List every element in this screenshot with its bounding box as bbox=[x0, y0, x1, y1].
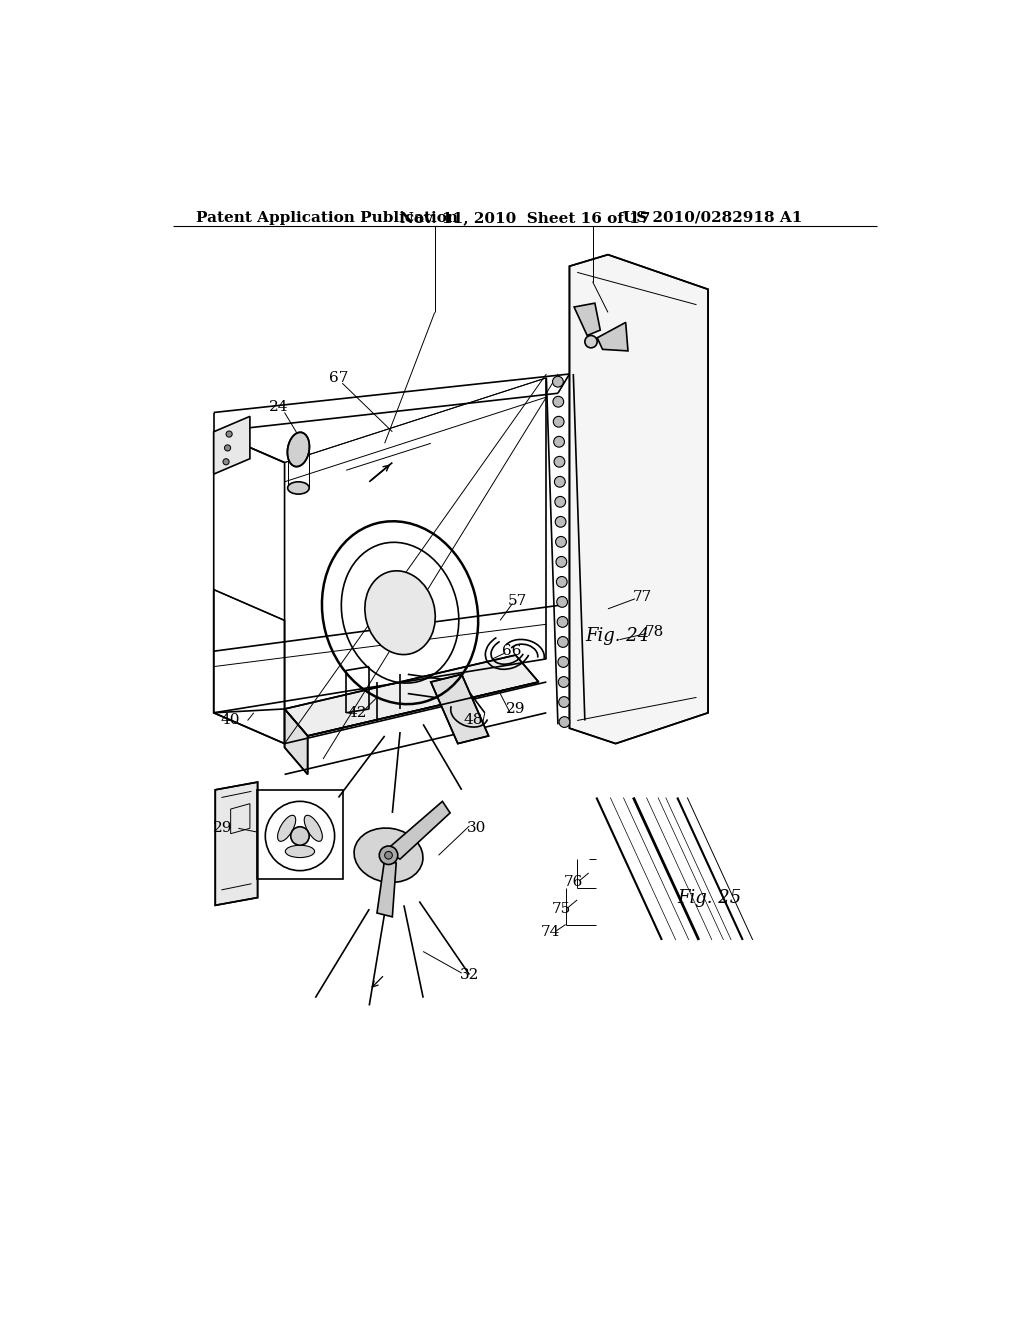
Polygon shape bbox=[215, 781, 258, 906]
Circle shape bbox=[224, 445, 230, 451]
Polygon shape bbox=[285, 655, 539, 737]
Circle shape bbox=[226, 430, 232, 437]
Text: 74: 74 bbox=[541, 925, 560, 940]
Circle shape bbox=[223, 458, 229, 465]
Ellipse shape bbox=[288, 482, 309, 494]
Ellipse shape bbox=[554, 437, 564, 447]
Circle shape bbox=[379, 846, 397, 865]
Ellipse shape bbox=[558, 677, 569, 688]
Ellipse shape bbox=[286, 845, 314, 858]
Text: 42: 42 bbox=[348, 706, 368, 719]
Text: 77: 77 bbox=[633, 590, 652, 605]
Ellipse shape bbox=[559, 717, 569, 727]
Text: 66: 66 bbox=[502, 644, 521, 659]
Polygon shape bbox=[285, 709, 307, 775]
Ellipse shape bbox=[554, 477, 565, 487]
Text: 29: 29 bbox=[506, 702, 525, 715]
Text: Nov. 11, 2010  Sheet 16 of 17: Nov. 11, 2010 Sheet 16 of 17 bbox=[400, 211, 650, 224]
Text: 30: 30 bbox=[467, 821, 486, 836]
Polygon shape bbox=[597, 322, 628, 351]
Circle shape bbox=[291, 826, 309, 845]
Text: Fig. 24: Fig. 24 bbox=[585, 627, 649, 644]
Text: 76: 76 bbox=[563, 875, 583, 890]
Ellipse shape bbox=[556, 536, 566, 548]
Polygon shape bbox=[377, 859, 396, 917]
Ellipse shape bbox=[288, 432, 309, 467]
Text: 75: 75 bbox=[552, 902, 571, 916]
Ellipse shape bbox=[555, 496, 565, 507]
Ellipse shape bbox=[553, 396, 563, 407]
Ellipse shape bbox=[354, 828, 423, 883]
Text: Fig. 25: Fig. 25 bbox=[677, 888, 741, 907]
Ellipse shape bbox=[554, 457, 565, 467]
Text: 78: 78 bbox=[644, 624, 664, 639]
Text: 67: 67 bbox=[329, 371, 348, 385]
Text: 57: 57 bbox=[508, 594, 526, 609]
Ellipse shape bbox=[555, 516, 566, 527]
Ellipse shape bbox=[557, 597, 567, 607]
Polygon shape bbox=[385, 801, 451, 859]
Ellipse shape bbox=[553, 376, 563, 387]
Ellipse shape bbox=[556, 577, 567, 587]
Polygon shape bbox=[569, 255, 708, 743]
Text: 40: 40 bbox=[221, 714, 241, 727]
Circle shape bbox=[385, 851, 392, 859]
Polygon shape bbox=[214, 416, 250, 474]
Text: 29: 29 bbox=[213, 821, 232, 836]
Ellipse shape bbox=[556, 557, 566, 568]
Ellipse shape bbox=[559, 697, 569, 708]
Circle shape bbox=[585, 335, 597, 348]
Polygon shape bbox=[574, 304, 600, 335]
Ellipse shape bbox=[557, 616, 568, 627]
Text: 24: 24 bbox=[269, 400, 289, 414]
Text: 32: 32 bbox=[460, 968, 479, 982]
Ellipse shape bbox=[278, 816, 296, 841]
Text: US 2010/0282918 A1: US 2010/0282918 A1 bbox=[624, 211, 803, 224]
Polygon shape bbox=[431, 675, 488, 743]
Ellipse shape bbox=[365, 570, 435, 655]
Text: 48: 48 bbox=[464, 714, 483, 727]
Ellipse shape bbox=[304, 816, 323, 841]
Ellipse shape bbox=[557, 636, 568, 647]
Ellipse shape bbox=[553, 416, 564, 428]
Ellipse shape bbox=[558, 656, 568, 668]
Text: Patent Application Publication: Patent Application Publication bbox=[196, 211, 458, 224]
